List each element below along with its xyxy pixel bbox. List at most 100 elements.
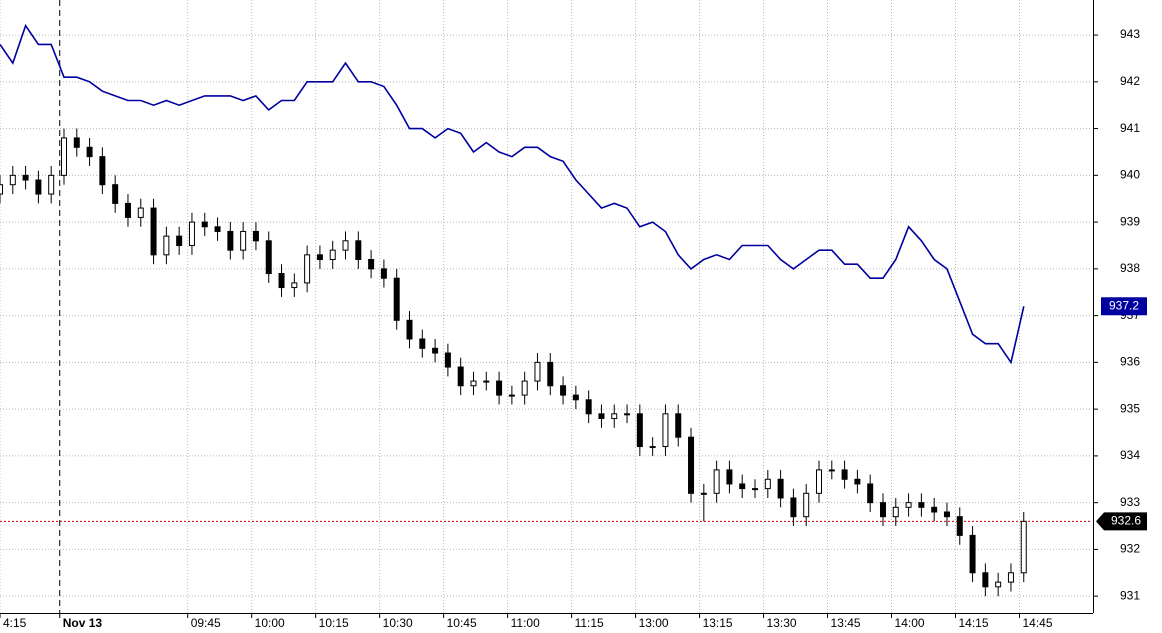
candle-body [329,249,336,261]
candle [329,240,336,269]
candle-body [60,137,67,176]
x-tick-label: 10:45 [447,616,477,630]
candle-body [636,413,643,448]
line-price-tag [1101,297,1147,316]
candle [841,460,848,489]
candle [943,502,950,527]
candle-body [854,478,861,485]
x-tick-label: 13:15 [703,616,733,630]
y-tick-label: 942 [1120,74,1140,88]
candle-body [713,469,720,494]
candle-body [316,254,323,261]
candle [406,310,413,349]
candle [662,404,669,456]
candle-body [214,226,221,232]
close-price-tag [1096,512,1147,531]
candle [982,563,989,597]
candle [675,404,682,447]
candle [572,385,579,410]
candle [803,483,810,527]
candle-body [956,516,963,536]
x-tick-label: 10:00 [255,616,285,630]
candle [867,474,874,513]
candle [995,572,1002,597]
candle [60,128,67,185]
candle [752,479,759,498]
candle-body [112,184,119,204]
candle-body [982,572,989,588]
candle-body [879,502,886,518]
candle-body [547,361,554,387]
candle-body [624,413,631,416]
candle-body [943,511,950,518]
candle [1007,563,1014,592]
x-tick-label: 4:15 [3,616,27,630]
candle-body [368,259,375,270]
candle-body [406,319,413,340]
candle-body [150,207,157,256]
candle [892,497,899,527]
candle [99,147,106,195]
candle [201,212,208,237]
candle-body [342,240,349,251]
candle-body [227,230,234,251]
candle [214,217,221,241]
candle [739,474,746,498]
x-tick-label: 13:45 [831,616,861,630]
candle [521,371,528,405]
candle [816,460,822,503]
candle [777,469,784,508]
candle [470,371,477,396]
x-tick-label: 10:30 [383,616,413,630]
candle [278,264,285,297]
candle [22,165,29,190]
candle-body [892,506,899,518]
candle [764,469,771,498]
candle-body [777,478,784,499]
candle [457,357,464,396]
candle-body [675,413,682,438]
candle-body [73,137,80,148]
candle [496,371,503,405]
candle-body [124,202,131,218]
candle [560,376,567,405]
candle-body [585,399,592,415]
line-price-label: 937.2 [1109,298,1139,312]
x-tick-label: 14:45 [1022,616,1052,630]
candle-body [432,347,439,354]
candle [150,198,157,265]
candle-body [201,221,208,228]
candle [585,390,592,424]
candle [432,338,439,363]
candle-body [9,174,16,186]
candle-body [508,394,515,397]
candle [124,194,131,227]
candle-body [828,469,835,472]
candle-body [483,380,490,383]
candle [393,268,400,330]
candle-body [48,174,55,195]
candle [73,128,80,157]
candle [0,175,3,204]
candle-body [611,413,618,419]
y-tick-label: 936 [1120,355,1140,369]
candle-body [0,184,3,195]
candle-body [572,394,579,401]
candle [828,460,835,480]
candle [636,404,643,456]
candle [240,222,247,260]
candle [252,222,259,251]
candle [444,343,451,377]
candle [688,427,695,503]
candle [790,488,797,527]
y-tick-label: 938 [1120,261,1140,275]
candle [368,250,375,279]
candle-body [278,273,285,289]
candle [879,493,886,527]
x-tick-label: 13:00 [639,616,669,630]
candle-body [790,497,797,518]
candle [611,404,618,428]
candle-body [816,469,822,494]
